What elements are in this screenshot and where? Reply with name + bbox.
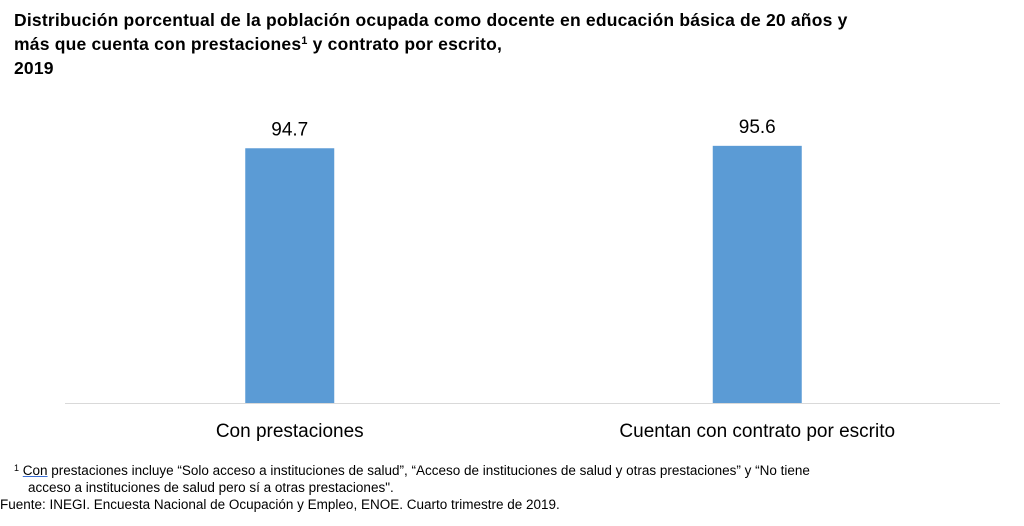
chart-title: Distribución porcentual de la población … xyxy=(14,8,1014,80)
title-line-2a: más que cuenta con prestaciones xyxy=(14,34,302,54)
title-line-2b: y contrato por escrito, xyxy=(307,34,503,54)
footnote-line-2: acceso a instituciones de salud pero sí … xyxy=(28,480,394,495)
title-superscript: 1 xyxy=(301,35,308,47)
footnote-sup: 1 xyxy=(14,463,20,473)
title-line-1: Distribución porcentual de la población … xyxy=(14,10,848,30)
source-note: Fuente: INEGI. Encuesta Nacional de Ocup… xyxy=(0,497,560,512)
footnote-line-1: 1 Con prestaciones incluye “Solo acceso … xyxy=(14,462,810,479)
x-tick-label: Cuentan con contrato por escrito xyxy=(619,421,895,442)
footnote-text-1: prestaciones incluye “Solo acceso a inst… xyxy=(47,463,810,478)
x-tick-label: Con prestaciones xyxy=(216,421,364,442)
title-line-2: más que cuenta con prestaciones1 y contr… xyxy=(14,32,1014,56)
footnote-word: Con xyxy=(22,463,48,478)
data-label: 94.7 xyxy=(271,119,308,140)
title-year: 2019 xyxy=(14,58,54,78)
footnote: 1 Con prestaciones incluye “Solo acceso … xyxy=(0,462,810,513)
bar xyxy=(712,145,802,403)
data-label: 95.6 xyxy=(739,117,776,138)
bar xyxy=(245,148,335,403)
